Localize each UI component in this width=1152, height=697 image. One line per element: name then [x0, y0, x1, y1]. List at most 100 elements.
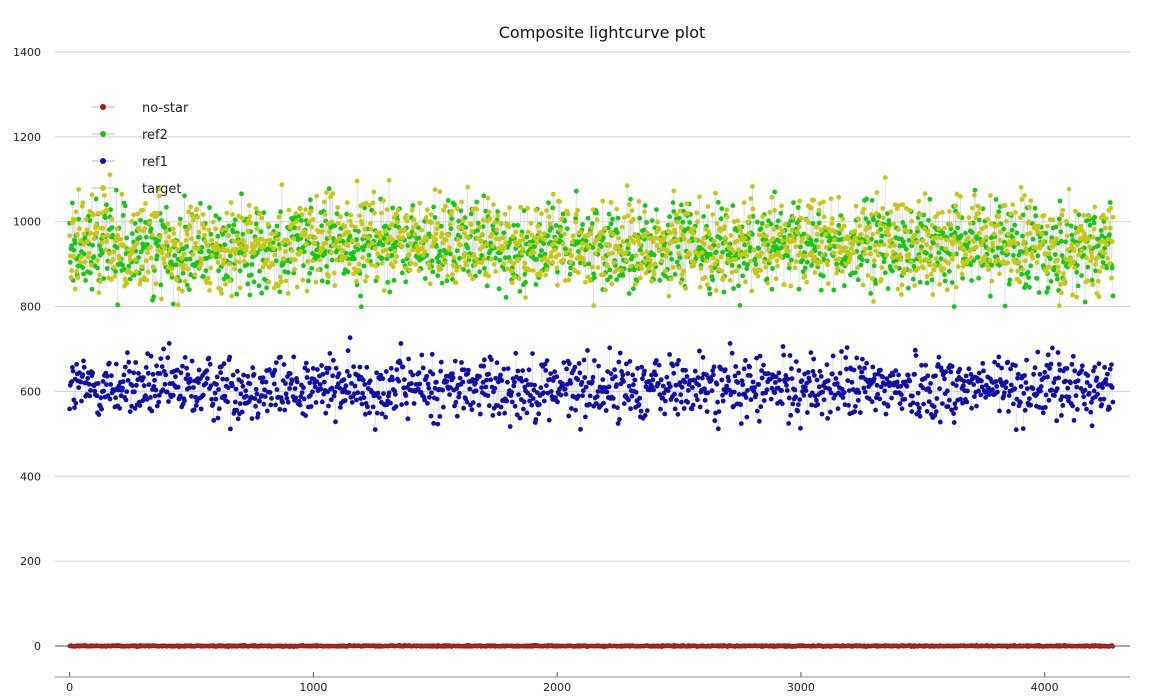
- target-point: [231, 238, 237, 244]
- ref1-point: [674, 397, 679, 403]
- ref1-point: [531, 387, 537, 393]
- ref1-point: [1028, 402, 1034, 408]
- target-point: [797, 198, 803, 204]
- target-point: [139, 264, 145, 270]
- target-point: [628, 263, 633, 269]
- target-point: [195, 214, 201, 220]
- target-point: [296, 225, 301, 231]
- target-point: [899, 282, 905, 288]
- target-point: [678, 280, 684, 286]
- ref2-point: [301, 263, 306, 269]
- target-point: [187, 224, 193, 230]
- target-point: [553, 236, 559, 242]
- target-point: [986, 267, 991, 272]
- ref1-point: [697, 404, 703, 410]
- target-point: [702, 241, 707, 247]
- ref1-point: [153, 387, 159, 393]
- ref1-point: [605, 369, 610, 374]
- target-point: [633, 281, 638, 287]
- ref1-point: [104, 382, 109, 387]
- target-point: [603, 287, 608, 293]
- ref1-point: [672, 391, 677, 397]
- target-point: [246, 203, 252, 208]
- ref1-point: [254, 391, 260, 397]
- ref1-point: [285, 399, 291, 405]
- target-point: [610, 250, 615, 256]
- ref1-point: [817, 368, 823, 374]
- target-point: [518, 204, 523, 210]
- ref1-point: [517, 415, 523, 421]
- target-point: [1018, 185, 1024, 190]
- ref1-point: [466, 367, 471, 373]
- ref1-point: [682, 379, 688, 385]
- target-point: [337, 236, 343, 241]
- ref1-point: [216, 387, 222, 392]
- target-point: [1089, 254, 1095, 260]
- target-point: [297, 206, 303, 212]
- ref1-point: [639, 364, 645, 370]
- target-point: [951, 252, 956, 258]
- ref1-point: [661, 390, 667, 396]
- target-point: [816, 207, 822, 213]
- ref2-point: [474, 199, 480, 205]
- target-point: [637, 242, 643, 247]
- ref2-point: [974, 234, 979, 240]
- target-point: [741, 200, 747, 206]
- ref1-point: [260, 375, 266, 381]
- target-point: [974, 244, 979, 250]
- ref1-point: [793, 359, 799, 364]
- ref2-point: [952, 230, 958, 236]
- ref1-point: [1070, 403, 1075, 409]
- target-point: [988, 193, 993, 198]
- target-point: [896, 227, 901, 233]
- ref1-point: [342, 398, 348, 403]
- ref2-point: [801, 231, 807, 237]
- ref1-point: [287, 371, 293, 376]
- ref1-point: [560, 383, 566, 388]
- ref1-point: [995, 389, 1000, 395]
- target-point: [248, 220, 254, 226]
- target-point: [189, 236, 194, 242]
- target-point: [243, 248, 249, 253]
- ref2-point: [237, 268, 243, 274]
- ref1-point: [715, 399, 720, 405]
- target-point: [1055, 264, 1061, 270]
- target-point: [180, 288, 185, 294]
- ref1-point: [416, 370, 422, 376]
- ref2-point: [319, 278, 325, 284]
- ref2-point: [431, 204, 436, 210]
- target-point: [229, 293, 235, 299]
- target-point: [522, 260, 528, 266]
- target-point: [578, 230, 584, 235]
- target-point: [477, 224, 482, 230]
- target-point: [995, 257, 1000, 263]
- target-point: [739, 232, 745, 238]
- ref2-point: [1095, 243, 1101, 249]
- target-point: [812, 270, 818, 275]
- target-point: [790, 234, 796, 240]
- ref2-point: [1092, 214, 1098, 220]
- ref1-point: [629, 393, 635, 399]
- ref1-point: [183, 376, 189, 382]
- target-point: [361, 233, 367, 239]
- ref1-point: [216, 406, 222, 412]
- ref1-point: [196, 380, 201, 385]
- ref1-point: [330, 373, 336, 379]
- ref2-point: [1104, 265, 1110, 271]
- ref1-point: [1107, 366, 1113, 372]
- ref1-point: [211, 418, 217, 423]
- target-point: [1057, 221, 1063, 227]
- ref1-point: [910, 393, 915, 399]
- target-point: [722, 235, 728, 241]
- target-point: [94, 230, 100, 236]
- ref1-point: [692, 368, 698, 374]
- ref2-point: [416, 235, 422, 241]
- ref2-point: [1025, 269, 1031, 275]
- target-point: [550, 191, 556, 197]
- ref2-point: [567, 271, 573, 277]
- ref2-point: [903, 246, 909, 252]
- ref1-point: [834, 381, 840, 386]
- target-point: [541, 236, 546, 242]
- target-point: [862, 246, 868, 252]
- target-point: [987, 258, 993, 263]
